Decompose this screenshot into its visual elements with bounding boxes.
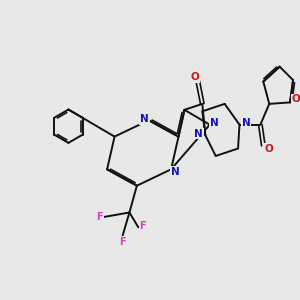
Text: O: O [190, 72, 199, 82]
Text: O: O [264, 144, 273, 154]
Text: N: N [194, 129, 203, 139]
Text: N: N [242, 118, 250, 128]
Text: N: N [140, 114, 149, 124]
Text: N: N [210, 118, 219, 128]
Text: F: F [119, 237, 125, 247]
Text: N: N [171, 167, 180, 177]
Text: F: F [96, 212, 103, 222]
Text: F: F [140, 221, 146, 231]
Text: O: O [292, 94, 300, 104]
